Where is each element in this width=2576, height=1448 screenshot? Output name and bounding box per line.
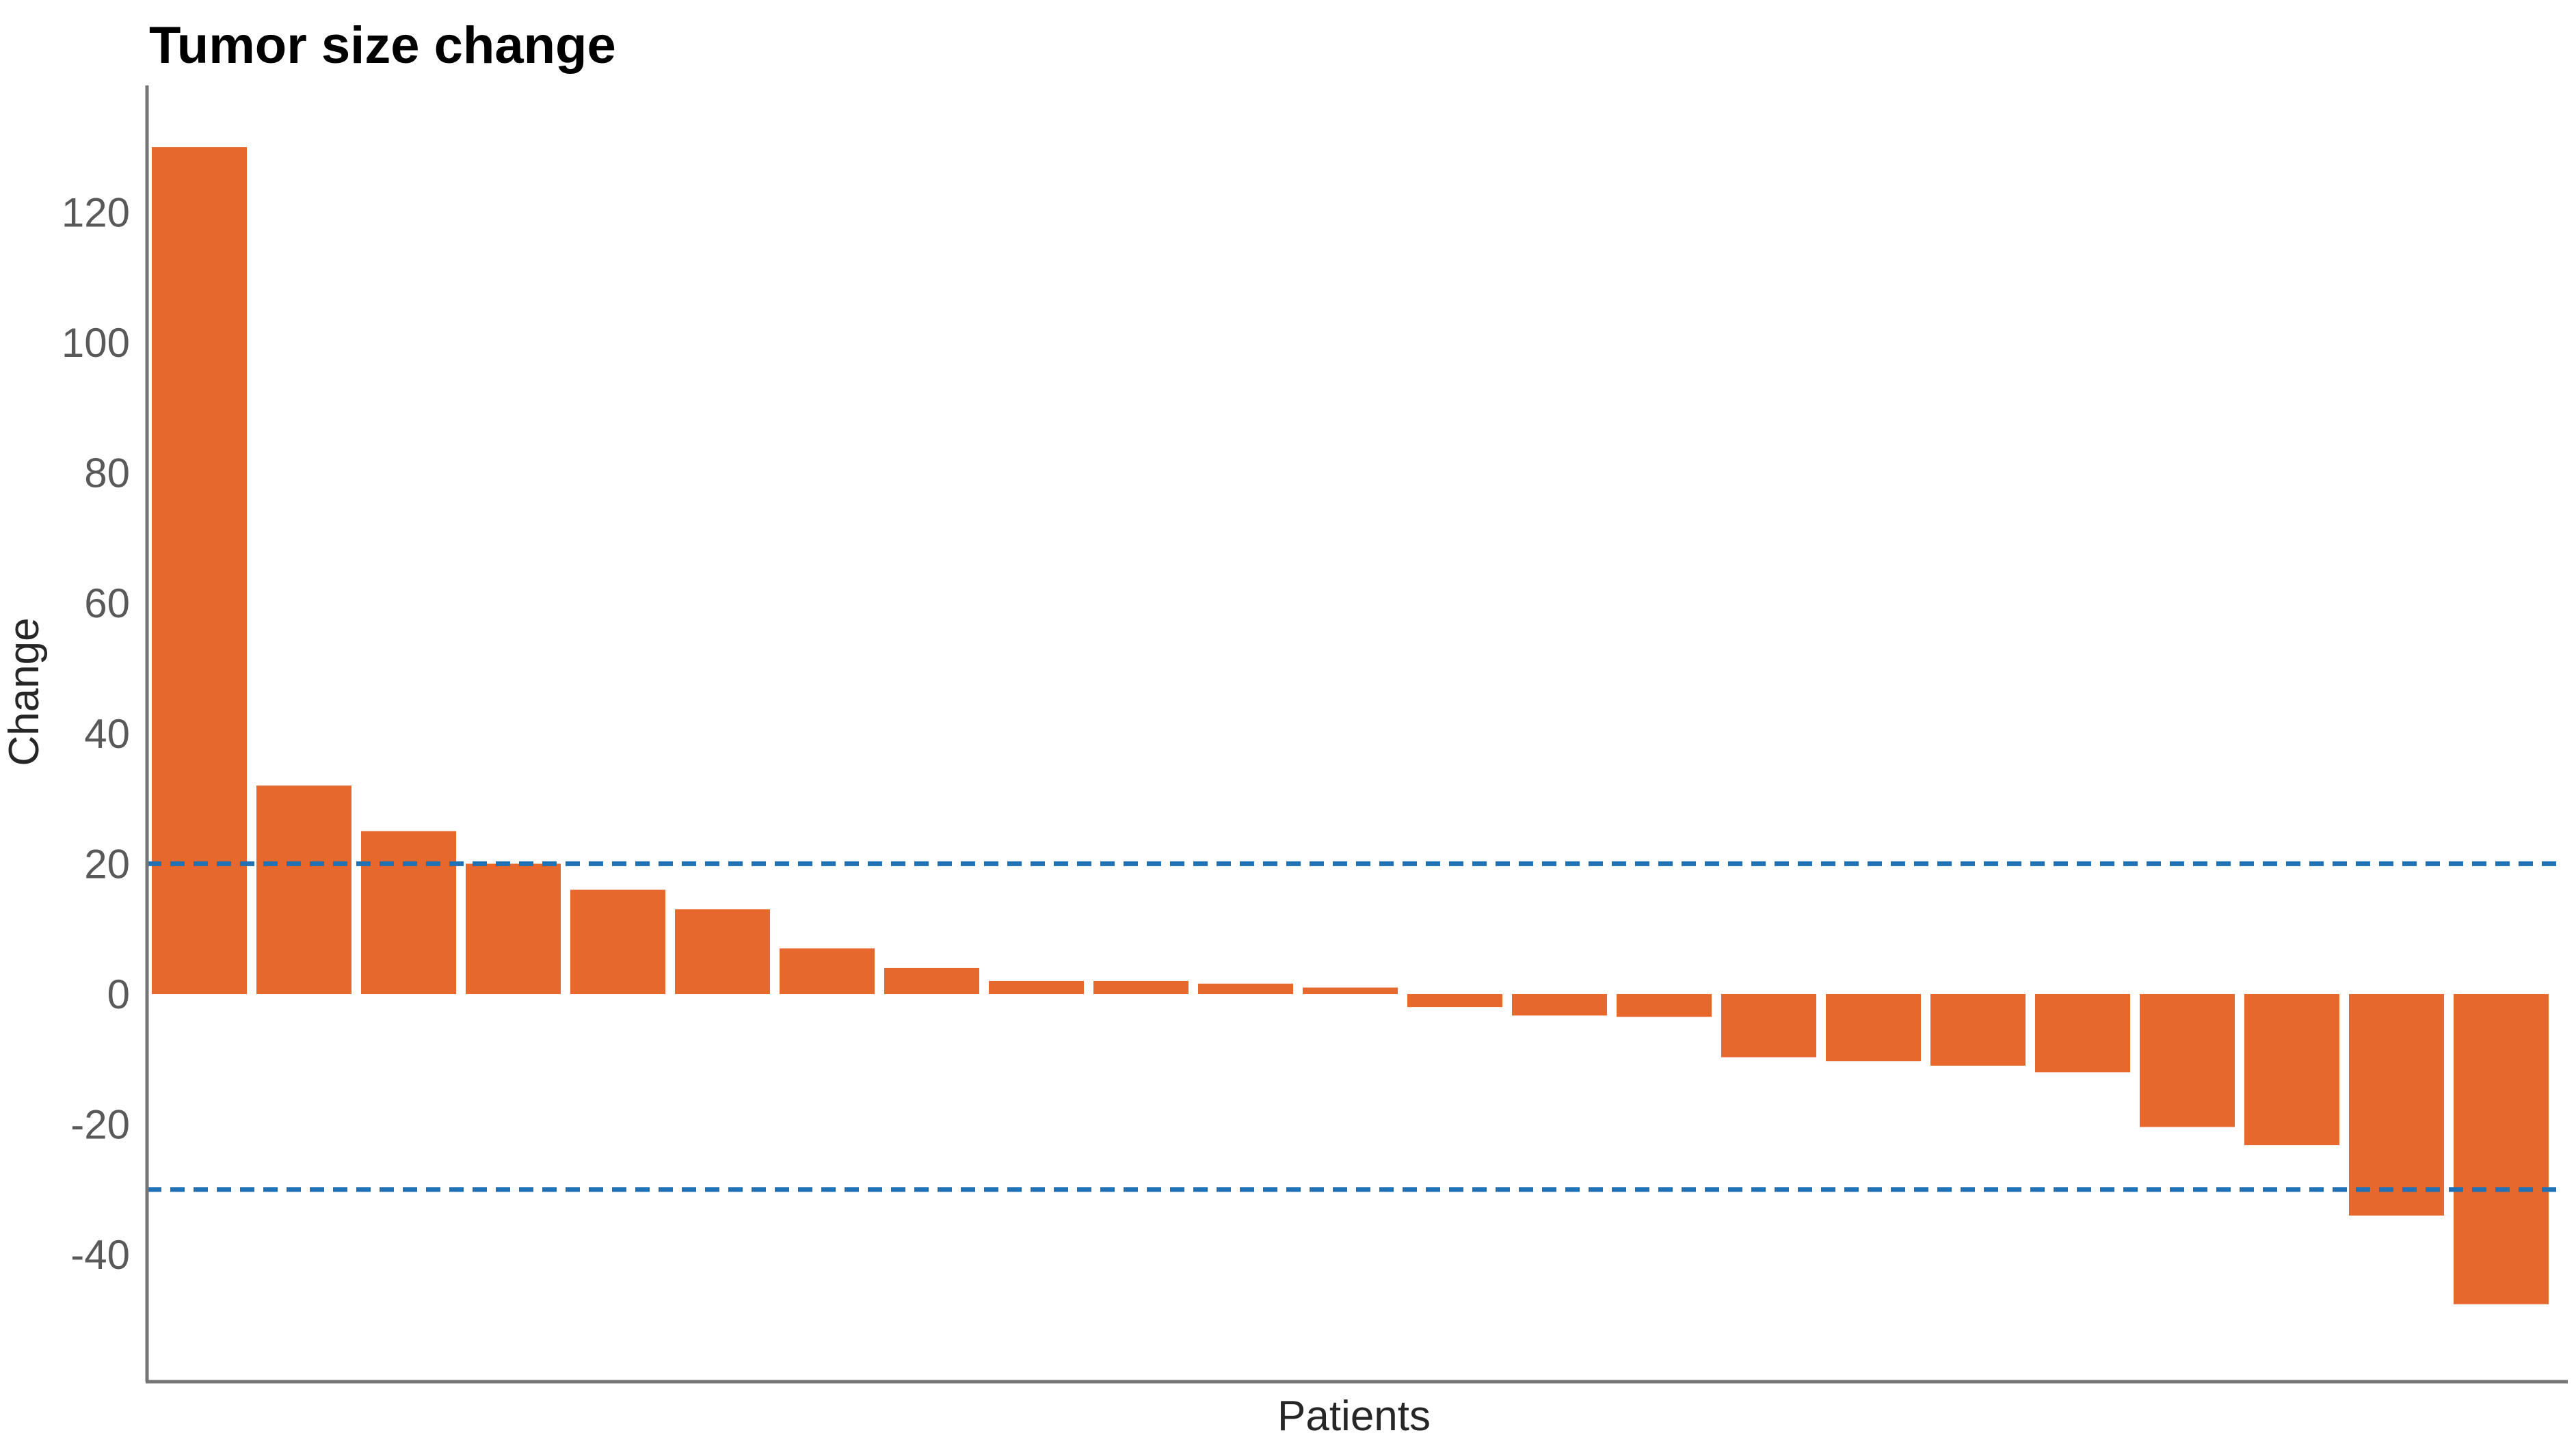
chart-title: Tumor size change bbox=[149, 16, 616, 75]
y-tick-label: 60 bbox=[84, 580, 130, 626]
y-tick-label: 20 bbox=[84, 841, 130, 887]
patient-bar bbox=[2140, 994, 2235, 1127]
y-axis-tick-labels: 120 100 80 60 40 20 0 -20 -40 bbox=[62, 189, 130, 1278]
patient-bar bbox=[570, 889, 665, 994]
patient-bar bbox=[884, 967, 979, 994]
y-tick-label: 80 bbox=[84, 451, 130, 496]
y-tick-label: 100 bbox=[62, 320, 130, 366]
threshold-lines-group bbox=[147, 861, 2562, 1192]
patient-bar bbox=[1303, 987, 1398, 994]
bars-group bbox=[152, 147, 2549, 1304]
y-tick-label: 0 bbox=[107, 971, 130, 1017]
patient-bar bbox=[1930, 994, 2026, 1066]
patient-bar bbox=[466, 863, 561, 994]
patient-bar bbox=[2244, 994, 2339, 1146]
patient-bar bbox=[780, 948, 875, 994]
patient-bar bbox=[1407, 994, 1502, 1008]
patient-bar bbox=[1198, 983, 1293, 994]
patient-bar bbox=[256, 786, 351, 994]
patient-bar bbox=[1826, 994, 1921, 1062]
y-tick-label: 40 bbox=[84, 711, 130, 757]
patient-bar bbox=[2035, 994, 2130, 1073]
patient-bar bbox=[1721, 994, 1816, 1058]
patient-bar bbox=[1617, 994, 1712, 1017]
y-tick-label: -20 bbox=[70, 1102, 130, 1148]
x-axis-label: Patients bbox=[1277, 1393, 1431, 1440]
patient-bar bbox=[675, 909, 770, 994]
patient-bar bbox=[361, 831, 456, 994]
patient-bar bbox=[1512, 994, 1607, 1016]
y-tick-label: 120 bbox=[62, 189, 130, 235]
patient-bar bbox=[2349, 994, 2444, 1216]
patient-bar bbox=[1093, 980, 1189, 994]
y-tick-label: -40 bbox=[70, 1232, 130, 1278]
patient-bar bbox=[989, 980, 1084, 994]
patient-bar bbox=[152, 147, 247, 995]
y-axis-label: Change bbox=[1, 617, 48, 766]
patient-bar bbox=[2454, 994, 2549, 1304]
